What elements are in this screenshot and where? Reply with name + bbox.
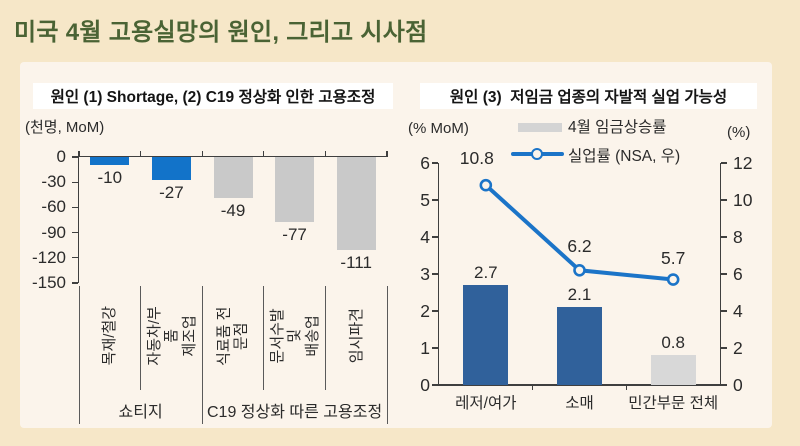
legend-swatch-wage-bar	[518, 123, 562, 132]
right-chart-bar	[650, 355, 696, 385]
right-left-axis-tick	[432, 347, 438, 349]
left-y-tick-label: -30	[41, 172, 66, 192]
left-y-axis-tick	[72, 282, 78, 284]
right-right-axis-tick	[721, 236, 727, 238]
right-left-tick-label: 6	[420, 153, 430, 173]
left-y-axis-tick	[72, 206, 78, 208]
left-bar-value-label: -27	[159, 182, 184, 202]
left-y-axis-tick	[72, 232, 78, 234]
left-chart-title: 원인 (1) Shortage, (2) C19 정상화 인한 고용조정	[33, 83, 393, 109]
left-group-label: 쇼티지	[118, 404, 163, 421]
right-right-tick-label: 8	[733, 227, 743, 247]
right-left-axis-tick	[432, 199, 438, 201]
legend-label-unemployment: 실업률 (NSA, 우)	[568, 148, 681, 165]
right-category-label: 소매	[565, 395, 594, 412]
right-right-axis-tick	[721, 310, 727, 312]
right-right-axis-line	[720, 163, 722, 386]
left-category-separator	[324, 286, 326, 390]
right-right-tick-label: 0	[733, 375, 743, 395]
left-y-axis-tick	[72, 181, 78, 183]
line-point-marker	[573, 263, 586, 277]
left-bar-value-label: -49	[220, 201, 246, 221]
left-x-axis-tick	[78, 150, 80, 156]
right-left-tick-label: 2	[420, 301, 430, 321]
right-chart-left-axis-unit: (% MoM)	[408, 120, 469, 137]
right-x-axis-tick	[532, 385, 534, 390]
line-point-marker	[666, 273, 680, 286]
right-left-axis-tick	[432, 236, 438, 238]
right-right-tick-label: 10	[733, 190, 753, 210]
right-left-axis-tick	[432, 384, 438, 386]
right-left-tick-label: 1	[420, 338, 430, 358]
line-value-label: 6.2	[567, 236, 592, 257]
left-category-separator	[140, 286, 142, 390]
right-chart-bar	[557, 307, 602, 385]
left-y-axis-tick	[72, 156, 78, 158]
left-y-axis-tick	[72, 257, 78, 259]
left-chart-bar	[336, 157, 376, 251]
left-y-tick-label: 0	[56, 147, 66, 166]
left-y-tick-label: -60	[41, 197, 66, 217]
left-x-axis-tick	[201, 150, 203, 156]
left-chart-bar	[275, 157, 315, 222]
left-chart-unit-label: (천명, MoM)	[25, 119, 105, 136]
right-left-axis-tick	[432, 273, 438, 275]
left-x-axis-tick	[263, 150, 265, 156]
left-category-separator	[263, 286, 265, 390]
right-chart-bar	[463, 285, 509, 385]
right-left-tick-label: 0	[420, 375, 430, 395]
right-right-tick-label: 2	[733, 338, 743, 358]
right-x-axis-tick	[625, 385, 627, 390]
left-y-tick-label: -150	[31, 273, 66, 292]
left-x-axis-line	[78, 155, 388, 157]
left-chart-bar	[90, 157, 130, 166]
line-point-marker	[479, 178, 493, 192]
right-left-axis-line	[437, 163, 439, 386]
right-right-axis-tick	[721, 273, 727, 275]
right-right-axis-tick	[721, 347, 727, 349]
right-left-tick-label: 4	[420, 227, 430, 247]
right-right-tick-label: 4	[733, 301, 743, 321]
right-right-axis-tick	[721, 384, 727, 386]
right-chart-title: 원인 (3) 저임금 업종의 자발적 실업 가능성	[420, 83, 757, 109]
left-bar-value-label: -111	[340, 253, 372, 273]
left-bar-value-label: -77	[282, 224, 307, 244]
left-x-axis-tick	[324, 150, 326, 156]
left-bar-value-label: -10	[97, 168, 123, 188]
line-value-label: 10.8	[459, 148, 494, 169]
right-left-tick-label: 3	[420, 264, 430, 284]
right-x-axis-line	[438, 384, 721, 386]
right-bar-value-label: 2.7	[474, 263, 498, 283]
left-group-label: C19 정상화 따른 고용조정	[207, 404, 383, 421]
right-category-label: 민간부문 전체	[628, 395, 719, 412]
left-category-separator	[78, 286, 80, 424]
right-left-axis-tick	[432, 310, 438, 312]
right-right-axis-tick	[721, 199, 727, 201]
right-right-axis-tick	[721, 162, 727, 164]
right-right-tick-label: 6	[733, 264, 743, 284]
right-category-label: 레저/여가	[455, 395, 517, 412]
right-right-tick-label: 12	[733, 153, 753, 173]
left-y-tick-label: -90	[41, 222, 66, 242]
right-chart-right-axis-unit: (%)	[727, 124, 751, 141]
left-chart-bar	[213, 157, 253, 199]
line-value-label: 5.7	[660, 247, 686, 268]
legend-label-wage: 4월 임금상승률	[568, 119, 667, 136]
left-x-axis-tick	[386, 150, 388, 156]
right-left-axis-tick	[432, 162, 438, 164]
right-bar-value-label: 2.1	[567, 285, 592, 305]
page-title: 미국 4월 고용실망의 원인, 그리고 시사점	[14, 19, 428, 46]
right-left-tick-label: 5	[420, 190, 430, 210]
left-category-separator	[201, 286, 203, 424]
legend-marker-unemployment	[531, 148, 543, 160]
left-y-tick-label: -120	[31, 247, 66, 267]
left-y-axis-line	[77, 156, 80, 283]
right-bar-value-label: 0.8	[661, 333, 685, 353]
left-chart-bar	[151, 157, 191, 180]
left-category-separator	[386, 286, 388, 424]
left-x-axis-tick	[140, 150, 142, 156]
